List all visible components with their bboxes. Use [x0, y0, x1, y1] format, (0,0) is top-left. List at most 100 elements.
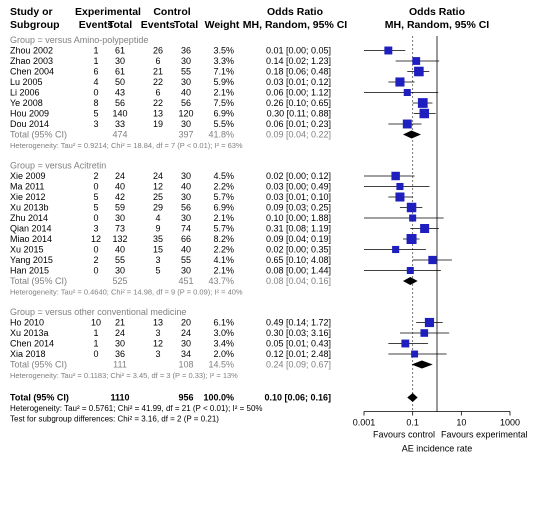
exp-total: 61 — [115, 46, 125, 56]
study-square — [406, 234, 417, 244]
study-or-ci: 0.03 [0.01; 0.12] — [266, 77, 331, 87]
ctrl-total: 30 — [181, 56, 191, 66]
study-or-ci: 0.49 [0.14; 1.72] — [266, 318, 331, 328]
subtotal-label: Total (95% CI) — [10, 130, 67, 140]
ctrl-events: 29 — [153, 203, 163, 213]
study-weight: 3.4% — [213, 339, 234, 349]
subtotal-ctrl-total: 108 — [178, 360, 193, 370]
exp-events: 5 — [93, 203, 98, 213]
overall-or-ci: 0.10 [0.06; 0.16] — [264, 393, 331, 403]
study-name: Zhou 2002 — [10, 46, 53, 56]
study-weight: 5.7% — [213, 192, 234, 202]
exp-events: 0 — [93, 213, 98, 223]
exp-events: 3 — [93, 224, 98, 234]
study-or-ci: 0.06 [0.01; 0.23] — [266, 119, 331, 129]
overall-exp-total: 1110 — [110, 393, 129, 403]
subtotal-label: Total (95% CI) — [10, 276, 67, 286]
exp-events: 1 — [93, 56, 98, 66]
header-exp-events: Events — [79, 19, 114, 31]
ctrl-total: 40 — [181, 245, 191, 255]
header-exp-total: Total — [108, 19, 132, 31]
exp-events: 0 — [93, 349, 98, 359]
study-or-ci: 0.12 [0.01; 2.48] — [266, 349, 331, 359]
subtotal-weight: 41.8% — [208, 130, 234, 140]
study-weight: 7.5% — [213, 98, 234, 108]
ctrl-total: 55 — [181, 255, 191, 265]
ctrl-events: 5 — [155, 266, 160, 276]
study-name: Chen 2014 — [10, 339, 54, 349]
study-weight: 5.9% — [213, 77, 234, 87]
study-name: Lu 2005 — [10, 77, 43, 87]
favours-control-label: Favours control — [373, 430, 435, 440]
study-square — [417, 98, 428, 108]
x-axis-title: AE incidence rate — [402, 444, 473, 454]
study-or-ci: 0.02 [0.00; 0.12] — [266, 171, 331, 181]
overall-heterogeneity: Heterogeneity: Tau² = 0.5761; Chi² = 41.… — [10, 404, 263, 413]
exp-total: 42 — [115, 192, 125, 202]
study-weight: 6.9% — [213, 109, 234, 119]
study-or-ci: 0.30 [0.11; 0.88] — [267, 109, 331, 119]
study-square — [424, 317, 435, 328]
heterogeneity-text: Heterogeneity: Tau² = 0.1183; Chi² = 3.4… — [10, 371, 238, 380]
study-name: Dou 2014 — [10, 119, 49, 129]
study-name: Xie 2012 — [10, 192, 46, 202]
study-square — [428, 255, 437, 265]
subgroup-diamond — [402, 130, 421, 139]
study-square — [414, 66, 424, 77]
study-square — [401, 339, 410, 348]
exp-events: 1 — [93, 339, 98, 349]
ctrl-events: 25 — [153, 192, 163, 202]
study-or-ci: 0.65 [0.10; 4.08] — [266, 255, 331, 265]
ctrl-events: 19 — [153, 119, 163, 129]
heterogeneity-text: Heterogeneity: Tau² = 0.4640; Chi² = 14.… — [10, 288, 243, 297]
study-square — [391, 171, 400, 181]
exp-total: 30 — [115, 213, 125, 223]
ctrl-total: 24 — [181, 328, 191, 338]
ctrl-events: 9 — [155, 224, 160, 234]
study-name: Xu 2015 — [10, 245, 44, 255]
study-name: Miao 2014 — [10, 234, 52, 244]
study-weight: 2.1% — [213, 213, 234, 223]
subtotal-exp-total: 111 — [113, 360, 127, 370]
exp-events: 0 — [93, 266, 98, 276]
study-square — [411, 350, 419, 358]
exp-total: 40 — [115, 245, 125, 255]
exp-events: 12 — [91, 234, 101, 244]
study-or-ci: 0.03 [0.01; 0.10] — [266, 192, 331, 202]
study-weight: 3.3% — [213, 56, 234, 66]
exp-events: 1 — [93, 46, 98, 56]
ctrl-total: 66 — [181, 234, 191, 244]
study-square — [409, 214, 417, 222]
subtotal-or-ci: 0.08 [0.04; 0.16] — [266, 276, 331, 286]
subtotal-or-ci: 0.24 [0.09; 0.67] — [266, 360, 331, 370]
study-name: Xia 2018 — [10, 349, 46, 359]
ctrl-total: 30 — [181, 119, 191, 129]
favours-experimental-label: Favours experimental — [441, 430, 528, 440]
exp-total: 55 — [115, 255, 125, 265]
study-weight: 6.1% — [213, 318, 234, 328]
ctrl-events: 6 — [155, 56, 160, 66]
header-or-method: MH, Random, 95% CI — [243, 19, 348, 31]
exp-events: 0 — [93, 88, 98, 98]
study-square — [396, 182, 404, 191]
exp-total: 24 — [115, 328, 125, 338]
exp-total: 59 — [115, 203, 125, 213]
study-weight: 8.2% — [213, 234, 234, 244]
study-or-ci: 0.30 [0.03; 3.16] — [266, 328, 331, 338]
exp-events: 8 — [93, 98, 98, 108]
study-weight: 2.2% — [213, 245, 234, 255]
subtotal-weight: 14.5% — [208, 360, 234, 370]
ctrl-events: 15 — [153, 245, 163, 255]
study-weight: 7.1% — [213, 67, 234, 77]
heterogeneity-text: Heterogeneity: Tau² = 0.9214; Chi² = 18.… — [10, 141, 243, 150]
exp-total: 24 — [115, 171, 125, 181]
study-name: Han 2015 — [10, 266, 49, 276]
study-square — [420, 329, 429, 337]
ctrl-total: 56 — [181, 98, 191, 108]
study-or-ci: 0.10 [0.00; 1.88] — [266, 213, 331, 223]
x-tick-label: 0.001 — [353, 418, 376, 428]
group-title: Group = versus Acitretin — [10, 161, 106, 171]
study-or-ci: 0.02 [0.00; 0.35] — [266, 245, 331, 255]
exp-total: 33 — [115, 119, 125, 129]
study-square — [412, 57, 421, 65]
